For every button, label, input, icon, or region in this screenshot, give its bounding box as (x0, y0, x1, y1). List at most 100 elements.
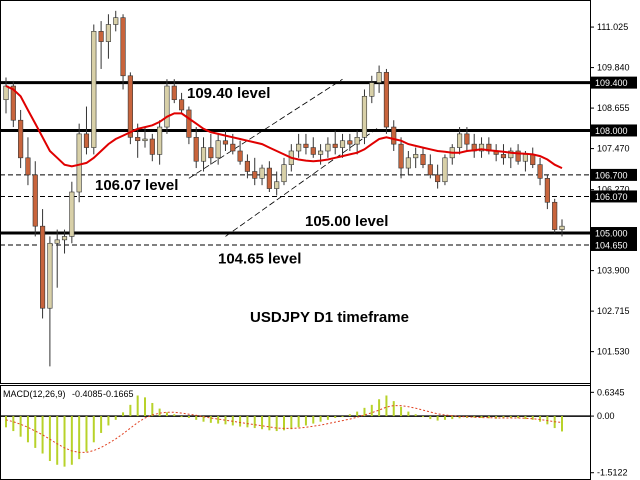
macd-bar-24 (180, 416, 183, 418)
macd-bar-10 (78, 416, 81, 460)
candle-body-68 (500, 154, 507, 159)
candle-body-74 (544, 178, 550, 203)
tick-label-0: 111.025 (597, 22, 628, 32)
candle-body-76 (559, 225, 565, 230)
candle-body-62 (457, 133, 463, 148)
trend-channel (188, 78, 380, 237)
candle-body-1 (10, 85, 16, 121)
candle-body-73 (537, 164, 543, 179)
level-tag-0: 109.400 (595, 78, 628, 88)
macd-bar-22 (165, 412, 168, 417)
level-tag-bg-2 (591, 168, 637, 181)
candle-body-20 (149, 138, 155, 155)
macd-bar-16 (122, 412, 125, 417)
macd-bar-33 (246, 416, 249, 428)
candle-body-46 (339, 140, 346, 148)
macd-bar-46 (341, 416, 344, 418)
macd-bar-38 (283, 416, 285, 431)
level-tag-bg-5 (591, 238, 637, 251)
macd-bar-34 (253, 416, 256, 429)
tick-label-4: 106.270 (597, 185, 630, 195)
candle-body-40 (296, 143, 302, 152)
macd-bar-42 (312, 416, 315, 424)
candle-body-53 (391, 126, 397, 145)
macd-bar-20 (151, 402, 154, 417)
macd-bar-43 (319, 416, 322, 422)
macd-main-value: -0.4085 (72, 389, 103, 399)
candle-body-33 (244, 160, 250, 172)
candle-body-15 (113, 17, 119, 25)
macd-tick-label-2: -1.5122 (597, 468, 628, 478)
chart-title: USDJPY D1 timeframe (250, 309, 409, 326)
candle-body-65 (478, 143, 485, 152)
candle-body-5 (40, 225, 46, 309)
level-tag-bg-1 (591, 124, 637, 137)
candle-body-26 (193, 137, 199, 162)
price-axis: 109.400 108.000 106.700 106.070 105.000104.6… (590, 22, 637, 357)
level-annotation-0: 109.40 level (187, 85, 270, 102)
candle-body-0 (3, 85, 9, 101)
candle-body-25 (186, 109, 192, 138)
candle-body-6 (47, 242, 53, 309)
macd-bar-59 (436, 416, 439, 421)
level-annotation-1: 106.07 level (95, 177, 178, 194)
macd-bar-6 (48, 416, 51, 462)
macd-bar-13 (100, 416, 103, 433)
macd-bar-37 (275, 416, 278, 432)
candle-body-71 (522, 154, 528, 162)
candle-body-27 (200, 147, 207, 162)
macd-bar-48 (356, 411, 359, 417)
macd-bar-4 (34, 416, 37, 448)
macd-bar-35 (261, 416, 264, 430)
macd-bar-11 (85, 416, 88, 452)
level-tag-5: 104.650 (595, 240, 628, 250)
candle-body-35 (259, 167, 265, 179)
trend-line-lower (225, 126, 380, 237)
candle-body-45 (332, 143, 338, 148)
macd-bar-53 (392, 401, 395, 417)
macd-bar-32 (239, 416, 242, 427)
candle-body-11 (83, 133, 90, 148)
macd-bar-19 (144, 397, 146, 417)
macd-signal-value: -0.1665 (103, 389, 134, 399)
macd-bar-5 (41, 416, 44, 454)
candle-body-58 (427, 164, 433, 176)
candle-body-32 (237, 150, 243, 162)
macd-bar-61 (451, 416, 454, 420)
candle-body-41 (303, 143, 309, 148)
candle-body-56 (413, 154, 419, 159)
macd-bar-51 (378, 399, 381, 417)
tick-label-5: 103.900 (597, 266, 630, 276)
macd-bar-14 (107, 416, 110, 426)
level-annotation-3: 104.65 level (218, 251, 301, 268)
macd-bar-56 (414, 414, 417, 417)
macd-signal-line (5, 405, 563, 453)
level-tag-4: 105.000 (595, 229, 628, 239)
candle-body-7 (54, 239, 60, 244)
candle-body-31 (230, 143, 236, 152)
candle-body-28 (208, 147, 214, 159)
candle-body-38 (281, 164, 287, 183)
macd-bar-72 (531, 416, 534, 420)
candle-body-23 (171, 85, 177, 101)
macd-tick-label-1: 0.00 (597, 411, 615, 421)
trend-line-upper (188, 78, 343, 179)
tick-label-1: 109.840 (597, 63, 630, 73)
candle-body-22 (164, 85, 170, 128)
macd-bar-62 (458, 416, 461, 419)
macd-bar-36 (268, 416, 271, 431)
candle-body-49 (361, 95, 368, 138)
macd-bar-69 (509, 416, 512, 418)
macd-bar-44 (326, 416, 329, 420)
candle-body-9 (69, 191, 75, 237)
macd-tick-label-0: 0.6345 (597, 387, 625, 397)
level-tag-3: 106.070 (595, 192, 628, 202)
candle-body-55 (405, 157, 411, 169)
candle-body-29 (215, 140, 221, 159)
tick-label-7: 101.530 (597, 347, 630, 357)
level-tag-bg-3 (591, 190, 637, 203)
macd-bar-70 (517, 416, 520, 419)
candle-body-70 (515, 150, 521, 162)
macd-bar-0 (5, 416, 7, 428)
